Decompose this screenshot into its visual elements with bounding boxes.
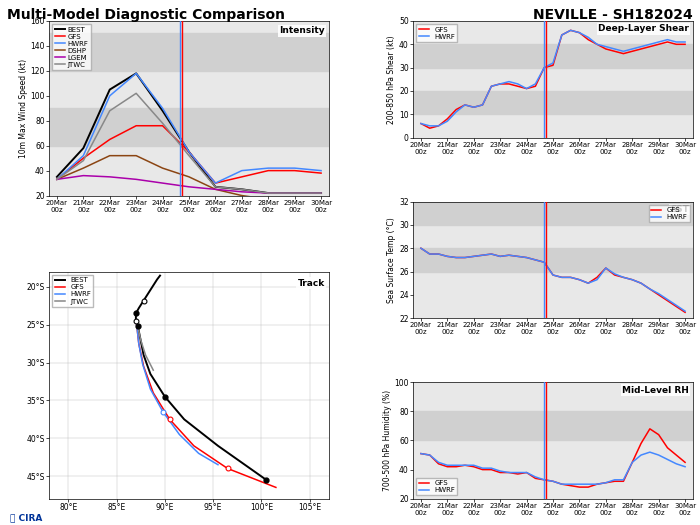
Text: Mid-Level RH: Mid-Level RH [622, 386, 689, 395]
Text: SST: SST [670, 205, 689, 214]
Text: Track: Track [298, 279, 325, 288]
Legend: GFS, HWRF: GFS, HWRF [648, 205, 690, 222]
Y-axis label: 10m Max Wind Speed (kt): 10m Max Wind Speed (kt) [19, 59, 27, 158]
Y-axis label: 200-850 hPa Shear (kt): 200-850 hPa Shear (kt) [387, 35, 396, 123]
Y-axis label: Sea Surface Temp (°C): Sea Surface Temp (°C) [387, 217, 396, 303]
Legend: BEST, GFS, HWRF, DSHP, LGEM, JTWC: BEST, GFS, HWRF, DSHP, LGEM, JTWC [52, 25, 91, 70]
Bar [413, 412, 693, 440]
Y-axis label: 700-500 hPa Humidity (%): 700-500 hPa Humidity (%) [383, 390, 391, 491]
Legend: GFS, HWRF: GFS, HWRF [416, 478, 458, 495]
Legend: GFS, HWRF: GFS, HWRF [416, 25, 458, 41]
Bar [413, 91, 693, 114]
Text: Deep-Layer Shear: Deep-Layer Shear [598, 25, 689, 34]
Bar [49, 108, 329, 145]
Bar [413, 44, 693, 68]
Bar [413, 202, 693, 225]
Text: NEVILLE - SH182024: NEVILLE - SH182024 [533, 8, 693, 22]
Text: Intensity: Intensity [279, 26, 325, 35]
Text: Multi-Model Diagnostic Comparison: Multi-Model Diagnostic Comparison [7, 8, 285, 22]
Text: Ⓜ CIRA: Ⓜ CIRA [10, 513, 43, 522]
Bar [49, 34, 329, 71]
Bar [413, 248, 693, 271]
Legend: BEST, GFS, HWRF, JTWC: BEST, GFS, HWRF, JTWC [52, 275, 94, 307]
